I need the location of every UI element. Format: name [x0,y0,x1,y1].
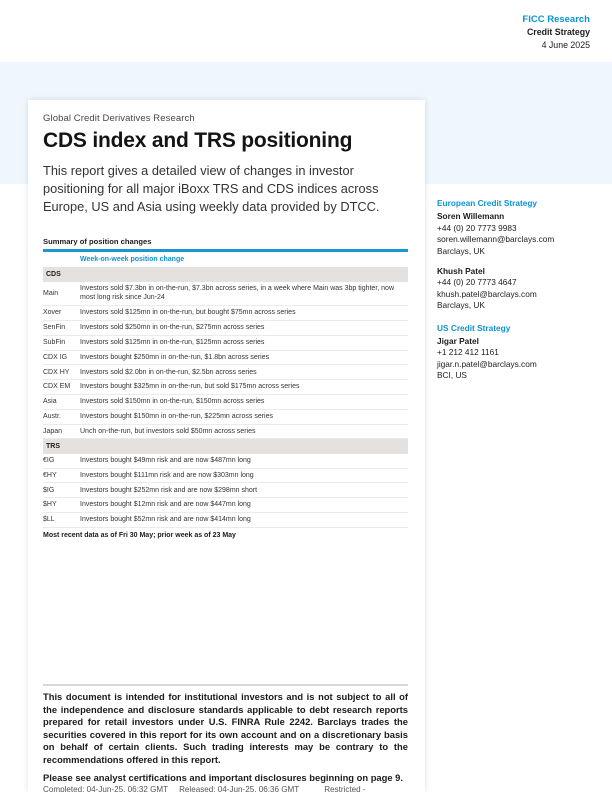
table-row: $IG Investors bought $252mn risk and are… [43,483,408,498]
row-text: Investors sold $125mn in on-the-run, but… [80,309,296,317]
timestamp-line: Completed: 04-Jun-25, 06:32 GMT Released:… [43,785,408,792]
publication-date: 4 June 2025 [541,40,590,50]
analyst-firm: BCI, US [437,370,467,381]
table-row: SubFin Investors sold $125mn in on-the-r… [43,335,408,351]
analyst-contact: Jigar Patel +1 212 412 1161 jigar.n.pate… [437,336,597,382]
column-header: Week-on-week position change [80,256,185,264]
row-label: Japan [43,427,63,435]
row-text: Investors sold $150mn in on-the-run, $15… [80,398,265,406]
released-timestamp: Released: 04-Jun-25, 06:36 GMT [179,785,300,792]
table-row: CDX HY Investors sold $2.0bn in on-the-r… [43,365,408,380]
report-title: CDS index and TRS positioning [43,129,353,152]
analyst-phone: +1 212 412 1161 [437,347,499,358]
table-row: Japan Unch on-the-run, but investors sol… [43,424,408,439]
table-row: Xover Investors sold $125mn in on-the-ru… [43,306,408,321]
analyst-phone: +44 (0) 20 7773 9983 [437,222,517,233]
row-label: CDX EM [43,383,71,391]
analyst-email: soren.willemann@barclays.com [437,234,555,245]
masthead: FICC Research Credit Strategy 4 June 202… [522,13,590,52]
row-text: Investors sold $125mn in on-the-run, $12… [80,338,265,346]
table-footnote: Most recent data as of Fri 30 May; prior… [43,531,236,539]
analyst-name: Khush Patel [437,266,485,277]
table-row: $LL Investors bought $52mn risk and are … [43,513,408,528]
analyst-contact: Khush Patel +44 (0) 20 7773 4647 khush.p… [437,266,597,312]
row-text: Unch on-the-run, but investors sold $50m… [80,427,256,435]
row-label: CDX IG [43,353,68,361]
row-label: $HY [43,501,57,509]
analyst-name: Jigar Patel [437,336,479,347]
footer-divider [43,684,408,686]
table-row: CDX IG Investors bought $250mn in on-the… [43,350,408,365]
analyst-sidebar: European Credit Strategy Soren Willemann… [437,198,597,391]
row-label: €HY [43,471,57,479]
row-label: Asia [43,398,57,406]
empty-header-cell [43,251,80,267]
row-text: Investors bought $325mn in on-the-run, b… [80,383,300,391]
analyst-firm: Barclays, UK [437,300,485,311]
row-label: Austr. [43,412,61,420]
row-label: SenFin [43,324,66,332]
table-row: €IG Investors bought $49mn risk and are … [43,454,408,469]
analyst-name: Soren Willemann [437,211,505,222]
table-row: Austr. Investors bought $150mn in on-the… [43,409,408,425]
row-text: Investors bought $150mn in on-the-run, $… [80,412,273,420]
row-text: Investors sold $2.0bn in on-the-run, $2.… [80,368,257,376]
row-text: Investors bought $250mn in on-the-run, $… [80,353,270,361]
section-eyebrow: Global Credit Derivatives Research [43,113,195,124]
row-text: Investors bought $252mn risk and are now… [80,486,258,494]
table-row: Main Investors sold $7.3bn in on-the-run… [43,282,408,306]
row-label: $LL [43,516,55,524]
row-label: Main [43,289,59,297]
row-text: Investors bought $111mn risk and are now… [80,471,254,479]
table-row: $HY Investors bought $12mn risk and are … [43,498,408,513]
section-row-cds: CDS [43,267,408,282]
row-label: Xover [43,309,62,317]
disclaimer-text: This document is intended for institutio… [43,691,408,765]
table-header-row: Week-on-week position change [43,251,408,267]
analyst-email: khush.patel@barclays.com [437,288,537,299]
row-label: SubFin [43,338,66,346]
analyst-phone: +44 (0) 20 7773 4647 [437,277,517,288]
table-row: CDX EM Investors bought $325mn in on-the… [43,380,408,395]
table-row: SenFin Investors sold $250mn in on-the-r… [43,320,408,336]
disclosures-note: Please see analyst certifications and im… [43,772,403,783]
row-label: $IG [43,486,55,494]
analyst-email: jigar.n.patel@barclays.com [437,358,537,369]
row-label: €IG [43,457,55,465]
table-row: Asia Investors sold $150mn in on-the-run… [43,394,408,410]
table-row: €HY Investors bought $111mn risk and are… [43,468,408,483]
footer-disclaimer-block: This document is intended for institutio… [43,684,408,792]
position-changes-table: Week-on-week position change CDS Main In… [43,249,408,528]
analyst-firm: Barclays, UK [437,245,485,256]
row-text: Investors bought $52mn risk and are now … [80,516,251,524]
row-label: CDX HY [43,368,70,376]
analyst-contact: Soren Willemann +44 (0) 20 7773 9983 sor… [437,211,597,257]
report-summary: This report gives a detailed view of cha… [43,163,380,215]
restriction-label: Restricted - External [324,785,366,792]
table-title: Summary of position changes [43,237,152,247]
row-text: Investors sold $250mn in on-the-run, $27… [80,324,265,332]
group-heading: European Credit Strategy [437,198,538,208]
analyst-group-european: European Credit Strategy Soren Willemann… [437,198,597,312]
content-card: Global Credit Derivatives Research CDS i… [28,100,425,792]
row-text: Investors bought $12mn risk and are now … [80,501,251,509]
section-label: TRS [43,438,408,454]
section-label: CDS [43,267,408,282]
analyst-group-us: US Credit Strategy Jigar Patel +1 212 41… [437,323,597,382]
brand-title: FICC Research [522,14,590,25]
completed-timestamp: Completed: 04-Jun-25, 06:32 GMT [43,785,169,792]
row-text: Investors sold $7.3bn in on-the-run, $7.… [80,285,395,302]
division-label: Credit Strategy [526,27,590,37]
row-text: Investors bought $49mn risk and are now … [80,457,251,465]
group-heading: US Credit Strategy [437,322,511,333]
section-row-trs: TRS [43,438,408,454]
